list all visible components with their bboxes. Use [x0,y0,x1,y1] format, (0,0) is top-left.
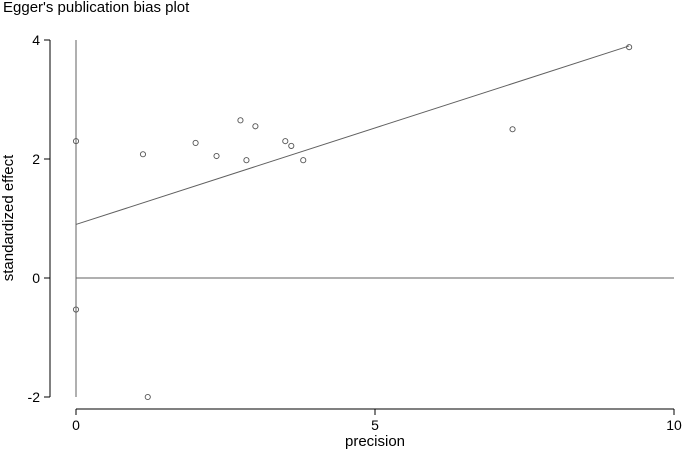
data-point [72,138,80,145]
data-point [144,393,151,401]
data-point [626,44,633,51]
y-tick-label: 4 [32,32,40,48]
data-point [139,151,147,158]
data-point [300,157,307,164]
y-tick-label: -2 [28,389,41,405]
x-tick-label: 10 [666,417,682,433]
reference-lines [75,40,674,397]
data-point [213,152,220,160]
data-point [243,157,250,164]
data-point [252,123,259,130]
data-point [192,139,199,146]
regression-line [75,45,630,225]
y-tick-label: 0 [32,270,40,286]
fit-line-group [75,45,630,225]
y-axis-label: standardized effect [0,154,17,281]
chart-title: Egger's publication bias plot [3,0,190,16]
data-point [288,142,295,149]
data-point [509,126,516,133]
axes: -2 0 2 4 0 5 10 [28,32,682,433]
x-axis-label: precision [345,433,405,450]
data-point [282,138,289,145]
data-point [237,117,244,124]
y-tick-label: 2 [32,151,40,167]
axis-labels: precision standardized effect [0,154,405,450]
points-group [72,44,633,401]
x-tick-label: 5 [371,417,379,433]
data-point [72,306,80,313]
x-tick-label: 0 [72,417,80,433]
